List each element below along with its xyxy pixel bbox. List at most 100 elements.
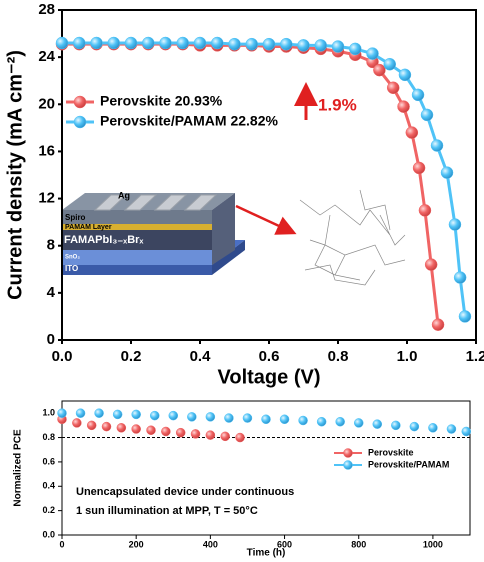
data-point — [131, 424, 141, 434]
legend-label: Perovskite/PAMAM — [368, 459, 449, 469]
ito-edge — [212, 240, 245, 275]
data-point — [262, 37, 276, 51]
y-tick-label: 0.4 — [42, 481, 55, 491]
data-point — [211, 36, 224, 50]
data-point — [280, 37, 293, 51]
data-point — [55, 36, 69, 50]
stack-side — [212, 193, 235, 265]
y-tick-label: 12 — [38, 190, 55, 207]
data-point — [424, 258, 438, 271]
pamam-layer — [62, 224, 212, 230]
data-point — [418, 204, 432, 217]
x-tick-label: 0.8 — [328, 348, 349, 365]
y-tick-label: 0.6 — [42, 456, 55, 466]
y-tick-label: 24 — [38, 48, 55, 65]
data-point — [168, 410, 179, 421]
annotation: 1.9% — [318, 95, 357, 114]
y-tick-label: 20 — [38, 95, 55, 112]
data-point — [298, 415, 308, 426]
data-point — [73, 36, 86, 50]
data-point — [228, 37, 241, 51]
data-point — [94, 408, 104, 418]
sno2-layer — [62, 250, 212, 265]
series-line — [62, 41, 467, 317]
data-point — [314, 39, 327, 52]
x-tick-label: 800 — [351, 539, 366, 549]
x-tick-label: 1.0 — [397, 348, 418, 365]
data-point — [176, 36, 189, 50]
data-point — [193, 36, 207, 50]
data-point — [101, 421, 112, 432]
spiro-layer — [62, 210, 212, 224]
y-axis-label: Current density (mA cm⁻²) — [4, 50, 26, 300]
data-point — [149, 410, 160, 421]
data-point — [116, 423, 127, 433]
annotation: Unencapsulated device under continuous — [76, 486, 294, 498]
data-point — [412, 161, 426, 175]
data-point — [205, 412, 216, 422]
x-tick-label: 1.2 — [466, 348, 484, 365]
x-tick-label: 600 — [277, 539, 292, 549]
molecule-drawing — [299, 189, 406, 286]
plot-frame — [61, 9, 477, 341]
data-point — [440, 166, 454, 179]
data-point — [107, 36, 120, 50]
data-point — [159, 36, 172, 50]
y-tick-label: 1.0 — [42, 408, 55, 418]
data-point — [190, 429, 201, 439]
data-point — [428, 423, 438, 433]
data-point — [224, 413, 234, 423]
data-point — [373, 63, 386, 77]
data-point — [349, 42, 362, 56]
x-tick-label: 400 — [203, 539, 218, 549]
inset-layer-label: ITO — [65, 264, 78, 273]
data-point — [205, 430, 216, 440]
data-point — [366, 47, 379, 60]
data-point — [124, 36, 138, 50]
data-point — [245, 37, 258, 51]
data-point — [297, 39, 310, 52]
data-point — [72, 418, 82, 428]
data-point — [86, 420, 97, 431]
data-point — [187, 412, 197, 422]
x-tick-label: 0.2 — [121, 348, 142, 365]
data-point — [398, 68, 412, 82]
data-point — [391, 420, 401, 431]
data-point — [242, 413, 253, 423]
data-point — [453, 271, 467, 284]
x-tick-label: 0.0 — [52, 348, 73, 365]
device-inset — [62, 189, 406, 286]
legend-marker — [343, 448, 353, 458]
y-tick-label: 16 — [38, 142, 55, 159]
data-point — [261, 414, 271, 425]
data-point — [458, 310, 472, 323]
legend-label: Perovskite/PAMAM 22.82% — [100, 113, 278, 129]
y-axis-label: Normalized PCE — [13, 429, 24, 507]
plot-frame — [61, 400, 471, 536]
data-point — [335, 416, 345, 427]
inset-layer-label: Spiro — [65, 213, 86, 222]
data-point — [430, 139, 444, 152]
data-point — [142, 36, 155, 50]
data-point — [331, 40, 345, 53]
data-point — [316, 416, 327, 427]
x-tick-label: 0.4 — [190, 348, 212, 365]
x-tick-label: 1000 — [423, 539, 443, 549]
inset-layer-label: Ag — [118, 190, 130, 200]
data-point — [383, 57, 396, 71]
data-point — [353, 418, 364, 428]
data-point — [372, 419, 383, 429]
y-tick-label: 0 — [47, 331, 55, 348]
legend-marker — [73, 115, 87, 129]
inset-layer-label: PAMAM Layer — [65, 224, 112, 231]
y-tick-label: 0.0 — [42, 529, 55, 539]
y-tick-label: 0.8 — [42, 432, 55, 442]
x-axis-label: Time (h) — [247, 548, 286, 559]
data-point — [431, 318, 445, 331]
data-point — [397, 100, 410, 113]
series-line — [62, 42, 440, 325]
data-point — [461, 426, 472, 437]
data-point — [409, 421, 420, 432]
data-point — [220, 431, 230, 442]
